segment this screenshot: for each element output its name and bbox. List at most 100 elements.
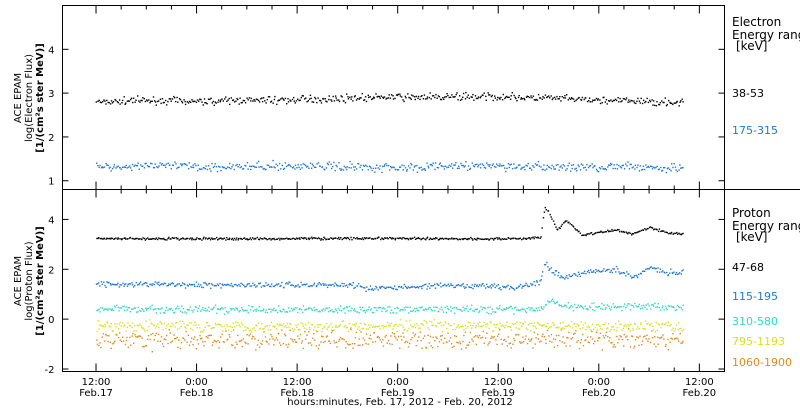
- proton-point-4: [415, 344, 417, 347]
- proton-point-3: [622, 327, 625, 329]
- electron-point-1: [523, 166, 525, 168]
- proton-point-0: [391, 238, 393, 240]
- electron-point-0: [107, 101, 109, 104]
- proton-point-1: [207, 283, 210, 285]
- electron-point-0: [378, 95, 380, 98]
- proton-point-3: [206, 322, 209, 324]
- proton-point-4: [526, 342, 529, 345]
- electron-point-1: [103, 166, 106, 168]
- proton-point-4: [236, 343, 238, 345]
- proton-point-3: [483, 321, 485, 324]
- proton-point-1: [154, 281, 156, 283]
- electron-point-1: [675, 169, 677, 171]
- proton-point-0: [248, 238, 250, 240]
- electron-point-0: [155, 104, 157, 106]
- electron-point-0: [618, 101, 620, 103]
- electron-point-0: [570, 97, 573, 99]
- proton-point-2: [238, 311, 240, 313]
- proton-point-1: [502, 285, 504, 288]
- proton-point-3: [230, 330, 232, 333]
- proton-point-0: [269, 237, 271, 240]
- proton-point-4: [422, 337, 424, 340]
- electron-point-0: [451, 94, 453, 96]
- proton-point-1: [455, 284, 458, 287]
- chart-marks: 123438-53175-315-202447-68115-195310-580…: [45, 5, 792, 399]
- proton-point-1: [417, 286, 419, 288]
- electron-point-1: [346, 168, 348, 171]
- proton-point-4: [568, 331, 570, 334]
- proton-point-4: [456, 341, 458, 344]
- proton-point-1: [158, 284, 161, 287]
- proton-point-0: [171, 237, 174, 239]
- proton-point-4: [505, 340, 507, 343]
- proton-point-1: [193, 283, 195, 286]
- proton-point-0: [645, 229, 647, 231]
- proton-point-1: [404, 285, 407, 288]
- proton-point-4: [384, 336, 386, 338]
- electron-point-1: [142, 165, 144, 167]
- proton-point-1: [487, 286, 489, 288]
- proton-point-4: [309, 342, 311, 344]
- proton-point-4: [501, 343, 503, 345]
- proton-point-3: [410, 324, 412, 326]
- electron-point-1: [431, 165, 433, 167]
- proton-point-3: [505, 324, 507, 327]
- electron-point-1: [381, 171, 383, 174]
- proton-point-4: [597, 340, 599, 342]
- proton-point-1: [297, 284, 299, 286]
- electron-point-0: [400, 96, 403, 98]
- proton-point-0: [448, 238, 450, 240]
- electron-point-1: [471, 162, 473, 164]
- proton-point-0: [186, 237, 188, 240]
- proton-point-3: [426, 322, 428, 324]
- proton-point-2: [137, 311, 139, 313]
- proton-point-3: [652, 328, 655, 331]
- proton-point-4: [457, 342, 459, 344]
- proton-point-1: [211, 283, 213, 285]
- proton-point-4: [649, 341, 652, 344]
- electron-point-0: [659, 102, 661, 104]
- proton-point-2: [370, 308, 373, 310]
- proton-point-0: [430, 238, 432, 240]
- proton-point-0: [640, 229, 643, 232]
- proton-point-2: [636, 306, 638, 308]
- proton-point-2: [545, 304, 547, 306]
- proton-point-3: [511, 322, 513, 325]
- proton-point-2: [458, 308, 460, 311]
- proton-point-0: [541, 227, 543, 229]
- proton-point-0: [101, 238, 104, 240]
- proton-point-2: [402, 309, 404, 311]
- proton-point-3: [630, 323, 632, 325]
- proton-point-1: [123, 283, 126, 286]
- electron-point-1: [287, 164, 289, 167]
- electron-point-0: [319, 99, 321, 102]
- electron-point-0: [559, 96, 561, 98]
- proton-point-4: [574, 332, 576, 334]
- proton-point-4: [374, 341, 377, 343]
- proton-point-4: [247, 343, 249, 345]
- proton-point-0: [564, 221, 566, 223]
- electron-point-0: [603, 96, 605, 99]
- proton-point-1: [615, 265, 618, 268]
- proton-point-1: [407, 286, 410, 288]
- electron-point-1: [524, 169, 526, 171]
- proton-point-4: [370, 338, 372, 340]
- electron-point-0: [654, 104, 656, 107]
- proton-point-3: [460, 326, 462, 328]
- electron-point-0: [341, 96, 343, 98]
- proton-point-0: [549, 213, 551, 216]
- proton-point-4: [382, 345, 385, 347]
- proton-point-3: [589, 329, 592, 331]
- proton-point-4: [513, 339, 516, 342]
- proton-point-1: [232, 285, 234, 288]
- proton-point-2: [584, 305, 586, 307]
- proton-point-2: [210, 308, 212, 310]
- electron-point-0: [244, 102, 247, 104]
- proton-point-1: [215, 285, 217, 287]
- electron-ylabel-line1: ACE EPAM: [13, 73, 24, 123]
- electron-point-0: [402, 99, 404, 101]
- proton-point-1: [540, 279, 542, 281]
- electron-legend-title: Electron: [732, 15, 781, 29]
- proton-point-3: [305, 324, 307, 326]
- proton-point-1: [523, 285, 525, 287]
